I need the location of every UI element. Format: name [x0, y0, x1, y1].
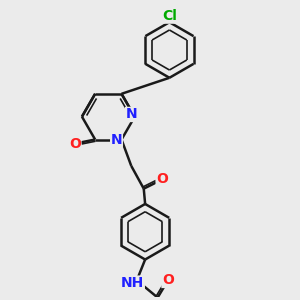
- Text: Cl: Cl: [162, 9, 177, 23]
- Text: N: N: [111, 133, 122, 146]
- Text: N: N: [126, 107, 137, 122]
- Text: NH: NH: [121, 276, 144, 290]
- Text: O: O: [69, 136, 81, 151]
- Text: O: O: [156, 172, 168, 187]
- Text: O: O: [162, 273, 174, 287]
